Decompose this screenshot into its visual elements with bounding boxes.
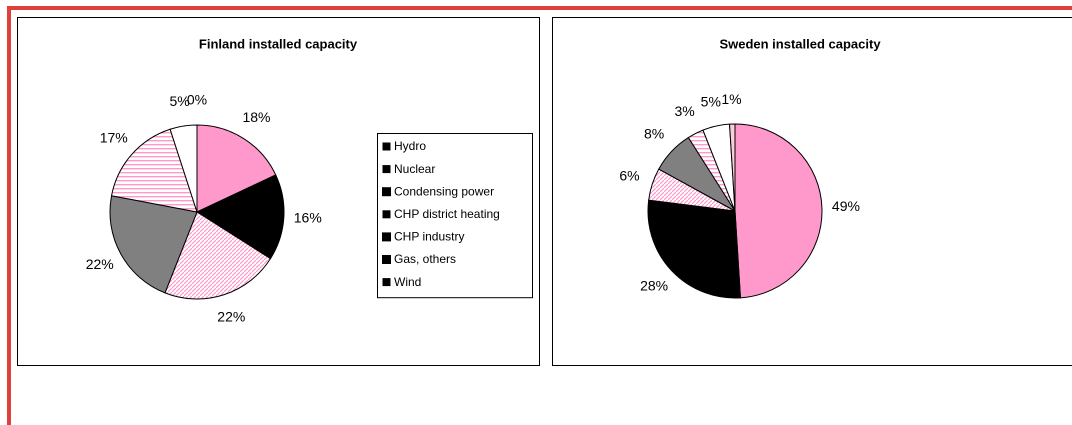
data-label: 16% <box>294 210 322 226</box>
pie-slice <box>195 174 285 260</box>
chart-title: Finland installed capacity <box>199 36 358 51</box>
top-border <box>7 6 1072 10</box>
legend-label: Nuclear <box>394 162 435 176</box>
legend-label: Gas, others <box>394 252 456 266</box>
legend-swatch <box>382 210 391 219</box>
data-label: 5% <box>701 93 721 109</box>
data-label: 8% <box>644 126 664 142</box>
legend-label: Hydro <box>394 139 426 153</box>
data-label: 17% <box>100 129 128 145</box>
legend-swatch <box>382 232 391 242</box>
pie-slice <box>734 123 823 299</box>
legend-swatch <box>382 187 391 197</box>
legend-swatch <box>382 255 391 264</box>
data-label: 0% <box>187 92 207 108</box>
legend-swatch <box>382 142 391 151</box>
pie-slice <box>729 123 736 212</box>
data-label: 22% <box>217 308 245 324</box>
data-label: 1% <box>721 91 741 107</box>
pie-slice <box>647 199 741 299</box>
data-label: 22% <box>86 256 114 272</box>
legend-label: CHP industry <box>394 230 464 244</box>
pie-slice <box>196 124 277 213</box>
legend-swatch <box>382 165 391 174</box>
data-label: 28% <box>640 278 668 294</box>
legend-swatch <box>382 278 391 287</box>
data-label: 18% <box>242 109 270 125</box>
data-label: 3% <box>674 103 694 119</box>
legend-label: Condensing power <box>394 184 494 198</box>
data-label: 5% <box>170 93 190 109</box>
pie-slice <box>110 128 198 213</box>
legend-box <box>377 133 533 299</box>
legend-label: Wind <box>394 275 421 289</box>
pie-slice <box>109 195 198 294</box>
legend-label: CHP district heating <box>394 207 500 221</box>
chart-title: Sweden installed capacity <box>719 36 881 51</box>
pie-slice <box>164 211 272 300</box>
data-label: 49% <box>832 198 860 214</box>
data-label: 6% <box>619 167 639 183</box>
left-border <box>7 6 11 425</box>
